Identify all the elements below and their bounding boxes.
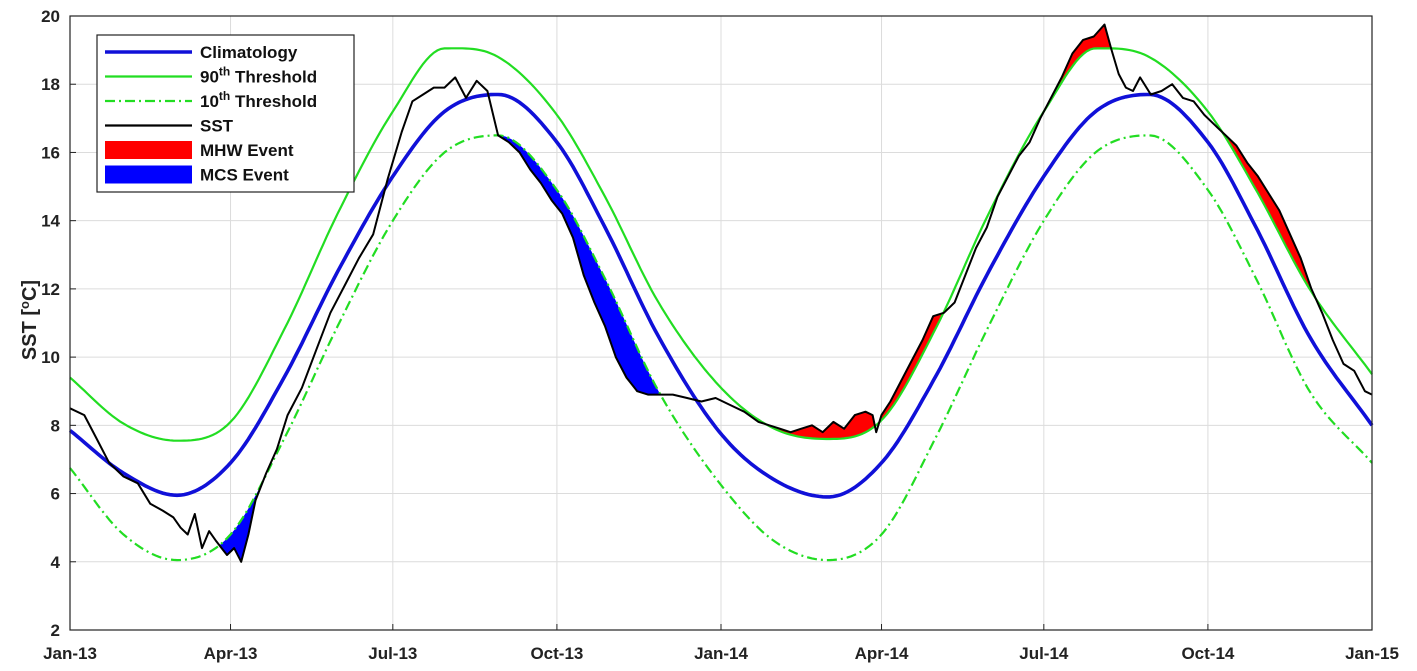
legend-label-mhw: MHW Event [200,141,294,160]
y-tick-label: 12 [41,280,60,299]
x-tick-label: Jul-14 [1019,644,1069,663]
x-tick-label: Oct-13 [530,644,583,663]
y-tick-label: 14 [41,212,60,231]
x-tick-label: Oct-14 [1181,644,1234,663]
series-lines [68,23,1374,563]
series-line-p10 [69,134,1373,562]
y-tick-label: 4 [51,553,61,572]
y-tick-label: 18 [41,75,60,94]
x-tick-label: Apr-14 [855,644,909,663]
x-tick-label: Jan-14 [694,644,748,663]
x-tick-label: Jan-15 [1345,644,1399,663]
mhw-event-area [879,313,944,422]
x-axis: Jan-13 Apr-13 Jul-13 Oct-13 Jan-14 Apr-14 Jul-… [43,624,1399,663]
legend-label-climatology: Climatology [200,43,298,62]
mhw-event-area [1044,24,1111,111]
x-tick-label: Apr-13 [204,644,258,663]
series-line-climatology [68,92,1374,499]
legend-label-mcs: MCS Event [200,166,289,185]
legend-swatch-mcs [105,165,192,184]
y-tick-label: 2 [51,621,60,640]
y-axis-label: SST [oC] [17,280,42,360]
x-tick-label: Jul-13 [368,644,417,663]
event-areas [219,24,1315,562]
y-tick-label: 8 [51,416,60,435]
series-line-sst [69,23,1373,563]
legend-label-sst: SST [200,117,234,136]
legend-swatch-mhw [105,141,192,159]
y-tick-label: 6 [51,485,60,504]
y-axis: 2 4 6 8 10 12 14 16 18 20 [41,7,76,640]
y-tick-label: 20 [41,7,60,26]
y-tick-label: 10 [41,348,60,367]
series-line-p90 [69,47,1373,442]
mcs-event-area [498,135,661,395]
x-tick-label: Jan-13 [43,644,97,663]
legend-label-p90: 90th Threshold [200,65,317,87]
legend-label-p10: 10th Threshold [200,89,317,111]
y-tick-label: 16 [41,143,60,162]
